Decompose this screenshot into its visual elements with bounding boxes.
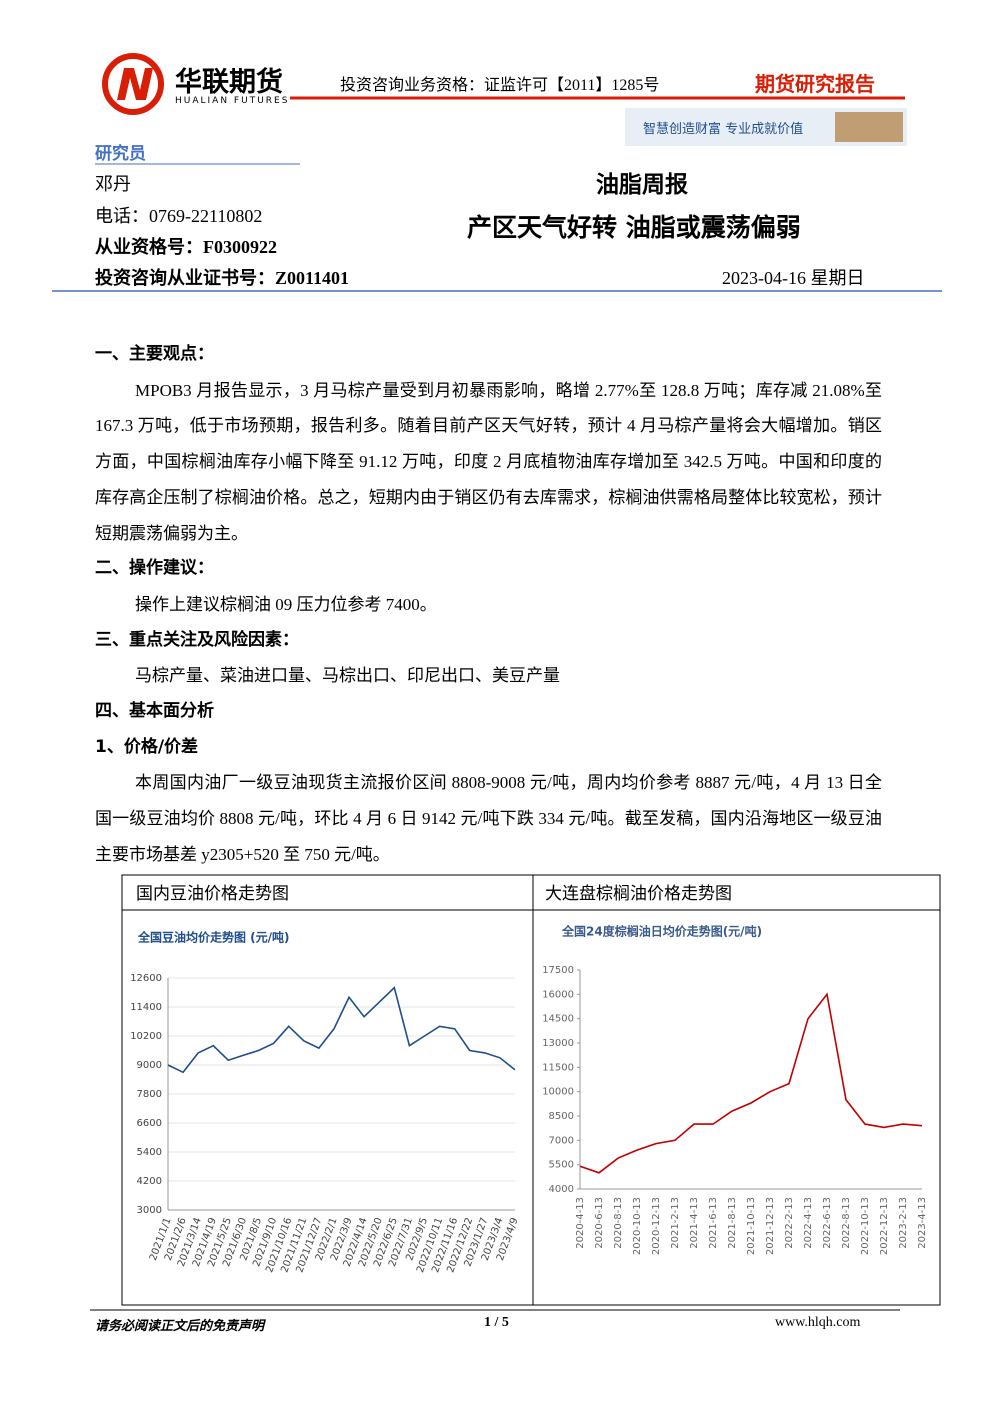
x-tick-label: 2022-6-13 <box>822 1197 833 1249</box>
paragraph: 操作上建议棕榈油 09 压力位参考 7400。 <box>135 594 437 614</box>
y-tick-label: 8500 <box>549 1111 574 1122</box>
slogan: 智慧创造财富 专业成就价值 <box>643 122 804 137</box>
price-line <box>579 992 923 1174</box>
y-tick-label: 7800 <box>137 1089 162 1100</box>
section-heading: 二、操作建议： <box>95 558 214 579</box>
figure-table <box>121 874 941 1306</box>
report-body: 一、主要观点： MPOB3 月报告显示，3 月马棕产量受到月初暴雨影响，略增 2… <box>95 337 882 873</box>
paragraph: MPOB3 月报告显示，3 月马棕产量受到月初暴雨影响，略增 2.77%至 12… <box>95 380 882 543</box>
report-title: 产区天气好转 油脂或震荡偏弱 <box>467 213 801 242</box>
x-tick-label: 2023-2-13 <box>898 1197 909 1249</box>
x-tick-label: 2021-4-13 <box>689 1197 700 1249</box>
analyst-name: 邓丹 <box>95 174 131 194</box>
x-tick-label: 2023-4-13 <box>917 1197 928 1249</box>
report-category: 油脂周报 <box>596 172 688 198</box>
y-tick-label: 16000 <box>542 989 574 1000</box>
company-en: HUALIAN FUTURES <box>175 96 290 106</box>
disclaimer: 请务必阅读正文后的免责声明 <box>95 1318 265 1333</box>
logo-n <box>117 68 153 100</box>
y-tick-label: 6600 <box>137 1118 162 1129</box>
y-tick-label: 10200 <box>130 1031 162 1042</box>
paragraph: 马棕产量、菜油进口量、马棕出口、印尼出口、美豆产量 <box>135 666 560 686</box>
y-tick-label: 17500 <box>542 965 574 976</box>
chart-title: 全国24度棕榈油日均价走势图(元/吨) <box>561 924 762 939</box>
x-tick-label: 2020-6-13 <box>594 1197 605 1249</box>
section-heading: 四、基本面分析 <box>95 701 214 722</box>
x-tick-label: 2022-8-13 <box>841 1197 852 1249</box>
x-tick-label: 2022-12-13 <box>879 1197 890 1255</box>
y-tick-label: 9000 <box>137 1060 162 1071</box>
page-number: 1 / 5 <box>484 1315 509 1330</box>
y-tick-label: 10000 <box>542 1087 574 1098</box>
x-tick-label: 2020-4-13 <box>575 1197 586 1249</box>
price-line <box>167 986 516 1074</box>
x-tick-label: 2021-8-13 <box>727 1197 738 1249</box>
y-tick-label: 13000 <box>542 1038 574 1049</box>
chart-title: 全国豆油均价走势图 (元/吨) <box>137 930 290 945</box>
report-type: 期货研究报告 <box>755 72 875 96</box>
y-tick-label: 11400 <box>130 1002 162 1013</box>
y-tick-label: 12600 <box>130 973 162 984</box>
slogan-image <box>835 112 903 142</box>
x-tick-label: 2021-10-13 <box>746 1197 757 1255</box>
subsection-heading: 1、价格/价差 <box>95 736 199 757</box>
x-tick-label: 2021-6-13 <box>708 1197 719 1249</box>
analyst-invest-cert: 投资咨询从业证书号：Z0011401 <box>95 268 350 288</box>
section-heading: 一、主要观点： <box>95 344 214 364</box>
table-header: 国内豆油价格走势图 <box>136 884 289 904</box>
analyst-cert: 从业资格号：F0300922 <box>95 237 277 257</box>
x-tick-label: 2020-10-13 <box>632 1197 643 1255</box>
x-tick-label: 2020-12-13 <box>651 1197 662 1255</box>
table-header: 大连盘棕榈油价格走势图 <box>545 884 732 904</box>
paragraph: 本周国内油厂一级豆油现货主流报价区间 8808-9008 元/吨，周内均价参考 … <box>95 773 882 864</box>
x-tick-label: 2022-10-13 <box>860 1197 871 1255</box>
logo-ring <box>102 53 164 115</box>
report-date: 2023-04-16 星期日 <box>722 268 865 288</box>
company: 华联期货 <box>175 67 283 98</box>
x-tick-label: 2021-2-13 <box>670 1197 681 1249</box>
section-heading: 三、重点关注及风险因素： <box>95 629 299 650</box>
y-tick-label: 7000 <box>549 1135 574 1146</box>
x-tick-label: 2022-2-13 <box>784 1197 795 1249</box>
y-tick-label: 4000 <box>549 1184 574 1195</box>
analyst-label: 研究员 <box>95 144 146 164</box>
qualification: 投资咨询业务资格：证监许可【2011】1285号 <box>340 77 660 94</box>
website: www.hlqh.com <box>775 1315 861 1330</box>
y-tick-label: 4200 <box>137 1176 162 1187</box>
x-tick-label: 2022-4-13 <box>803 1197 814 1249</box>
y-tick-label: 5500 <box>549 1160 574 1171</box>
x-tick-label: 2021-12-13 <box>765 1197 776 1255</box>
y-tick-label: 3000 <box>137 1205 162 1216</box>
y-tick-label: 14500 <box>542 1014 574 1025</box>
x-tick-label: 2020-8-13 <box>613 1197 624 1249</box>
y-tick-label: 11500 <box>542 1062 574 1073</box>
y-tick-label: 5400 <box>137 1147 162 1158</box>
analyst-phone: 电话：0769-22110802 <box>95 206 263 226</box>
